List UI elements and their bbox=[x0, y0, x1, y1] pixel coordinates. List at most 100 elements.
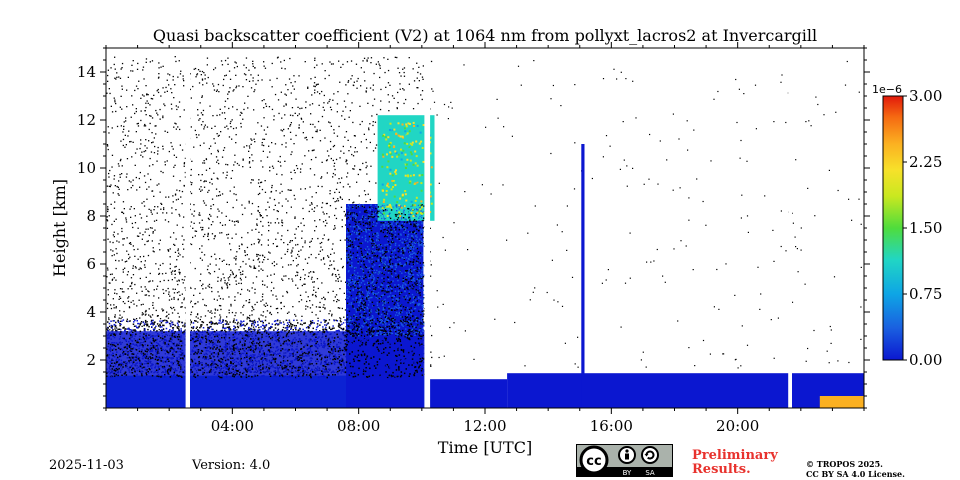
noise-pixel bbox=[144, 145, 146, 147]
noise-pixel bbox=[220, 308, 222, 311]
noise-pixel bbox=[262, 216, 264, 219]
noise-pixel bbox=[696, 178, 698, 180]
field-speckle bbox=[348, 350, 350, 353]
noise-pixel bbox=[622, 121, 624, 123]
noise-pixel bbox=[174, 309, 176, 311]
noise-pixel bbox=[328, 319, 331, 321]
noise-pixel bbox=[309, 246, 311, 248]
noise-pixel bbox=[235, 127, 237, 129]
noise-pixel bbox=[132, 245, 134, 247]
noise-pixel bbox=[433, 101, 436, 103]
noise-pixel bbox=[295, 257, 297, 259]
noise-pixel bbox=[309, 168, 312, 170]
noise-pixel bbox=[238, 282, 240, 284]
noise-pixel bbox=[221, 212, 223, 214]
noise-pixel bbox=[353, 168, 355, 170]
noise-pixel bbox=[289, 131, 292, 133]
noise-pixel bbox=[209, 167, 211, 170]
noise-pixel bbox=[319, 242, 321, 245]
noise-pixel bbox=[795, 246, 797, 248]
field-speckle bbox=[216, 333, 218, 335]
noise-pixel bbox=[805, 121, 807, 123]
noise-pixel bbox=[121, 316, 123, 318]
noise-pixel bbox=[294, 216, 296, 218]
noise-pixel bbox=[326, 202, 328, 205]
noise-pixel bbox=[279, 161, 281, 163]
noise-pixel bbox=[201, 259, 203, 261]
field-speckle bbox=[413, 361, 415, 363]
field-speckle bbox=[218, 334, 220, 336]
noise-pixel bbox=[151, 132, 153, 134]
noise-pixel bbox=[115, 267, 117, 270]
field-speckle bbox=[124, 346, 127, 348]
noise-pixel bbox=[210, 255, 213, 258]
noise-pixel bbox=[635, 117, 637, 119]
noise-pixel bbox=[345, 213, 347, 215]
noise-pixel bbox=[226, 171, 228, 173]
noise-pixel bbox=[265, 133, 267, 135]
noise-pixel bbox=[216, 161, 218, 163]
noise-pixel bbox=[330, 125, 332, 127]
noise-pixel bbox=[330, 253, 332, 255]
noise-pixel bbox=[152, 250, 154, 252]
noise-pixel bbox=[336, 103, 339, 105]
field-speckle bbox=[329, 358, 332, 360]
noise-pixel bbox=[143, 78, 145, 80]
field-speckle bbox=[141, 353, 143, 355]
noise-pixel bbox=[235, 134, 237, 136]
field-speckle bbox=[274, 320, 277, 322]
noise-pixel bbox=[198, 174, 200, 176]
noise-pixel bbox=[113, 220, 115, 222]
field-speckle bbox=[234, 351, 236, 353]
noise-pixel bbox=[429, 325, 431, 327]
noise-pixel bbox=[180, 306, 182, 308]
noise-pixel bbox=[403, 102, 405, 105]
noise-pixel bbox=[746, 215, 749, 217]
noise-pixel bbox=[337, 269, 339, 271]
noise-pixel bbox=[111, 273, 113, 275]
noise-pixel bbox=[119, 310, 121, 312]
noise-pixel bbox=[162, 116, 164, 119]
noise-pixel bbox=[246, 254, 248, 256]
noise-pixel bbox=[271, 165, 274, 167]
noise-pixel bbox=[391, 95, 394, 97]
noise-pixel bbox=[171, 145, 173, 148]
field-speckle bbox=[140, 322, 142, 324]
noise-pixel bbox=[295, 228, 297, 230]
noise-pixel bbox=[179, 144, 181, 146]
noise-pixel bbox=[190, 320, 192, 323]
field-speckle bbox=[193, 338, 195, 340]
field-speckle bbox=[411, 330, 413, 332]
field-speckle bbox=[292, 353, 294, 355]
noise-pixel bbox=[148, 291, 150, 293]
noise-pixel bbox=[218, 210, 220, 212]
noise-pixel bbox=[254, 67, 256, 69]
noise-pixel bbox=[233, 257, 235, 259]
noise-pixel bbox=[738, 88, 740, 90]
noise-pixel bbox=[124, 146, 126, 148]
noise-pixel bbox=[289, 124, 292, 126]
noise-pixel bbox=[343, 292, 345, 294]
noise-pixel bbox=[223, 147, 226, 149]
noise-pixel bbox=[305, 101, 307, 103]
noise-pixel bbox=[321, 63, 323, 65]
noise-pixel bbox=[299, 107, 301, 110]
field-speckle bbox=[341, 359, 344, 362]
noise-pixel bbox=[309, 104, 311, 106]
noise-pixel bbox=[648, 178, 650, 180]
noise-pixel bbox=[323, 304, 325, 306]
noise-pixel bbox=[341, 177, 343, 179]
field-speckle bbox=[343, 364, 345, 367]
noise-pixel bbox=[203, 254, 206, 256]
field-speckle bbox=[279, 335, 281, 337]
field-speckle bbox=[171, 342, 174, 344]
noise-pixel bbox=[860, 266, 862, 268]
noise-pixel bbox=[171, 279, 173, 281]
noise-pixel bbox=[251, 229, 253, 231]
noise-pixel bbox=[157, 315, 159, 317]
noise-pixel bbox=[828, 169, 830, 171]
chart-title: Quasi backscatter coefficient (V2) at 10… bbox=[153, 26, 817, 45]
noise-pixel bbox=[464, 191, 466, 193]
noise-pixel bbox=[302, 121, 304, 123]
field-speckle bbox=[226, 367, 228, 370]
